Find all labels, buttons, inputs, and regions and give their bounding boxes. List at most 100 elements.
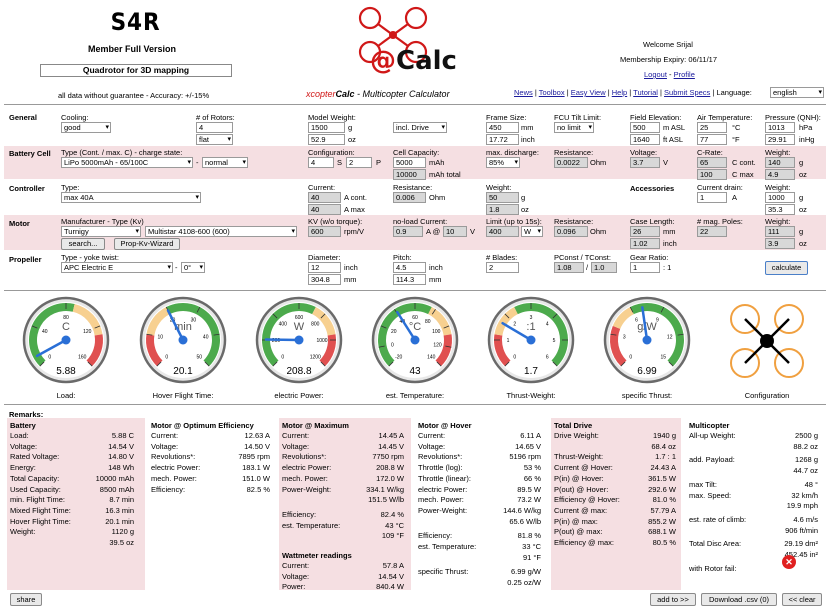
gauge-tick: [668, 361, 674, 367]
gauge-tick-label: 80: [425, 319, 431, 325]
cells-p-input[interactable]: 2: [346, 157, 372, 168]
nav-submit-specs[interactable]: Submit Specs: [664, 88, 711, 97]
clear-button[interactable]: << clear: [782, 593, 822, 606]
mag-poles-input: 22: [697, 226, 727, 237]
gauge-tick-label: 140: [427, 354, 436, 360]
frame-mm-input[interactable]: 450: [486, 122, 519, 133]
search-button[interactable]: search...: [61, 238, 105, 250]
controller-type-select[interactable]: max 40A: [61, 192, 201, 203]
add-to-button[interactable]: add to >>: [650, 593, 696, 606]
gauge-tick-label: 1: [507, 338, 510, 344]
gauge-unit: W: [294, 321, 305, 333]
elevation-m-unit: m ASL: [663, 123, 686, 132]
controller-max-unit: A max: [344, 205, 365, 214]
accessories-weight-oz-input[interactable]: 35.3: [765, 204, 795, 215]
elevation-ft-input[interactable]: 1640: [630, 134, 660, 145]
download-csv-button[interactable]: Download .csv (0): [701, 593, 777, 606]
gauge-zone: [610, 325, 627, 367]
capacity-input[interactable]: 5000: [393, 157, 426, 168]
cells-s-input[interactable]: 4: [308, 157, 334, 168]
prop-type-select[interactable]: APC Electric E: [61, 262, 173, 273]
current-drain-input[interactable]: 1: [697, 192, 727, 203]
gauge-zone: [494, 334, 511, 367]
motor-model-select[interactable]: Multistar 4108-600 (600): [145, 226, 297, 237]
nav-news[interactable]: News: [514, 88, 533, 97]
language-select[interactable]: english: [770, 87, 824, 98]
cells-p-unit: P: [376, 158, 382, 167]
calculate-button[interactable]: calculate: [765, 261, 808, 275]
battery-resistance-label: Resistance:: [554, 148, 594, 157]
nav-tutorial[interactable]: Tutorial: [633, 88, 658, 97]
cooling-select[interactable]: good: [61, 122, 111, 133]
nav-easy-view[interactable]: Easy View: [570, 88, 606, 97]
pressure-inhg-input[interactable]: 29.91: [765, 134, 795, 145]
result-value: 452.45 in²: [784, 550, 818, 559]
model-weight-oz-input[interactable]: 52.9: [308, 134, 345, 145]
gauge-needle: [264, 338, 301, 342]
result-label: Power-Weight:: [418, 505, 468, 515]
cell-voltage-label: Voltage:: [630, 148, 658, 157]
result-label: mech. Power:: [151, 473, 197, 483]
result-value: 81.8 %: [517, 531, 541, 541]
ecalc-logo-icon: [358, 6, 428, 64]
diameter-inch-unit: inch: [344, 263, 358, 272]
result-label: electric Power:: [282, 463, 332, 473]
project-name[interactable]: Quadrotor for 3D mapping: [40, 64, 232, 77]
logout-link[interactable]: Logout: [644, 70, 667, 79]
gauge-tick-label: 80: [63, 315, 69, 321]
drive-select[interactable]: incl. Drive: [393, 122, 447, 133]
result-label: Power-Weight:: [282, 484, 332, 494]
gauge-tick-label: 1200: [310, 354, 321, 360]
result-value: 39.5 oz: [109, 538, 134, 547]
discharge-select[interactable]: 85%: [486, 157, 520, 168]
gauge-zone: [166, 303, 220, 367]
temp-f-input[interactable]: 77: [697, 134, 727, 145]
gear-ratio-suffix: : 1: [663, 263, 672, 272]
motor-mfr-label: Manufacturer - Type (Kv): [61, 217, 144, 226]
elevation-m-input[interactable]: 500: [630, 122, 660, 133]
pitch-mm-input[interactable]: 114.3: [393, 274, 426, 285]
nav-help[interactable]: Help: [611, 88, 628, 97]
link-separator: -: [666, 70, 674, 79]
accessories-weight-oz-unit: oz: [799, 205, 807, 214]
gauge-zone: [28, 303, 75, 367]
diameter-mm-input[interactable]: 304.8: [308, 274, 341, 285]
result-panel-bg: [279, 418, 411, 590]
profile-link[interactable]: Profile: [673, 70, 695, 79]
frame-inch-input[interactable]: 17.72: [486, 134, 519, 145]
share-button[interactable]: share: [10, 593, 42, 606]
battery-type-select[interactable]: LiPo 5000mAh - 65/100C: [61, 157, 193, 168]
battery-resistance-unit: Ohm: [590, 158, 607, 167]
rotors-input[interactable]: 4: [196, 122, 233, 133]
temp-c-input[interactable]: 25: [697, 122, 727, 133]
prop-kv-wizard-button[interactable]: Prop-Kv-Wizard: [114, 238, 180, 250]
nav-toolbox[interactable]: Toolbox: [538, 88, 565, 97]
diameter-inch-input[interactable]: 12: [308, 262, 341, 273]
gear-ratio-input[interactable]: 1: [630, 262, 660, 273]
case-length-inch-unit: inch: [663, 239, 677, 248]
gauge-dial: 0 40 80 120 160 C 5.88: [22, 296, 110, 384]
result-label: Hover Flight Time:: [10, 516, 71, 526]
capacity-label: Cell Capacity:: [393, 148, 440, 157]
gauge-tick: [620, 361, 626, 367]
frame-type-select[interactable]: flat: [196, 134, 233, 145]
accessories-weight-g-input[interactable]: 1000: [765, 192, 795, 203]
result-value: 65.6 W/lb: [509, 516, 541, 526]
model-weight-g-input[interactable]: 1500: [308, 122, 345, 133]
charge-state-select[interactable]: normal: [202, 157, 248, 168]
gauge-hub: [410, 335, 420, 345]
pressure-hpa-input[interactable]: 1013: [765, 122, 795, 133]
tilt-select[interactable]: no limit: [554, 122, 594, 133]
motor-manufacturer-select[interactable]: Turnigy: [61, 226, 141, 237]
result-label: Efficiency:: [151, 484, 186, 494]
blades-input[interactable]: 2: [486, 262, 519, 273]
temp-c-unit: °C: [732, 123, 741, 132]
yoke-twist-select[interactable]: 0°: [181, 262, 205, 273]
result-value: 906 ft/min: [785, 525, 818, 535]
gauge-tick-label: 0: [513, 354, 516, 360]
motor-resistance-unit: Ohm: [590, 227, 607, 236]
gauge-tick: [156, 361, 162, 367]
gauge-caption: Thrust-Weight:: [506, 391, 556, 400]
pitch-inch-input[interactable]: 4.5: [393, 262, 426, 273]
limit-unit-select[interactable]: W: [521, 226, 543, 237]
